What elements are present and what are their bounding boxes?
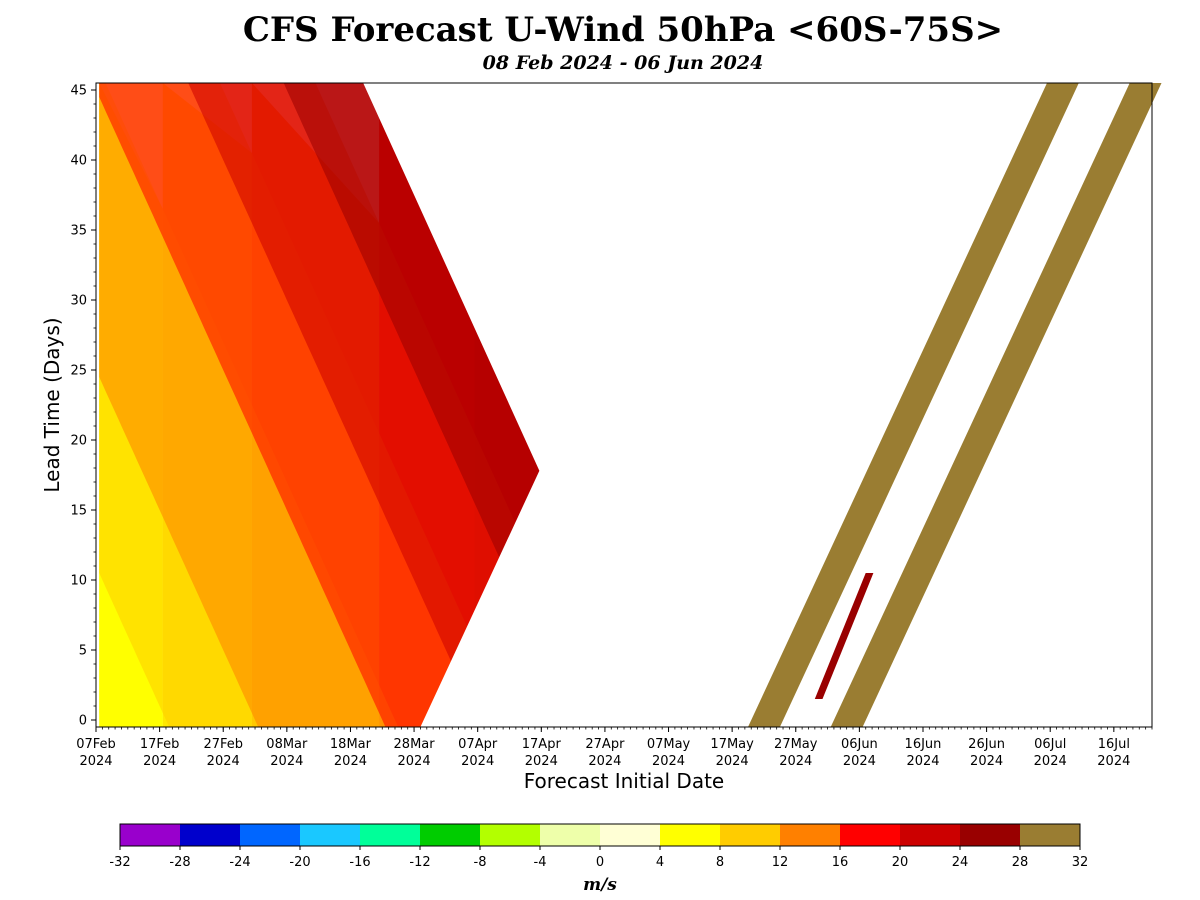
x-tick-label: 18Mar <box>330 737 372 752</box>
colorbar-tick-label: -28 <box>169 855 190 870</box>
colorbar-segment <box>600 824 660 846</box>
x-tick-label: 26Jun <box>968 737 1005 752</box>
colorbar-segment <box>300 824 360 846</box>
x-tick-year: 2024 <box>334 754 367 769</box>
colorbar-tick-label: 12 <box>772 855 789 870</box>
colorbar-tick-label: 8 <box>716 855 724 870</box>
y-tick-label: 45 <box>70 84 87 99</box>
x-tick-year: 2024 <box>779 754 812 769</box>
y-tick-label: 0 <box>79 714 87 729</box>
colorbar-tick-label: 4 <box>656 855 664 870</box>
colorbar: -32 -28 -24 -20 -16 -12 -8 -4 0 4 8 12 16 20 24 28 32 <box>109 823 1089 870</box>
colorbar-segment <box>960 824 1020 846</box>
x-tick-label: 17May <box>710 737 754 752</box>
colorbar-tick-label: -32 <box>109 855 130 870</box>
y-tick-label: 20 <box>70 434 87 449</box>
y-tick-label: 40 <box>70 154 87 169</box>
colorbar-tick-label: -20 <box>289 855 310 870</box>
x-tick-label: 07May <box>647 737 691 752</box>
x-tick-label: 06Jul <box>1034 737 1066 752</box>
colorbar-tick-label: -16 <box>349 855 370 870</box>
chart-title: CFS Forecast U-Wind 50hPa <60S-75S> <box>243 10 1003 50</box>
x-tick-label: 06Jun <box>841 737 878 752</box>
colorbar-tick-label: -24 <box>229 855 250 870</box>
colorbar-segment <box>720 824 780 846</box>
colorbar-segment <box>840 824 900 846</box>
y-tick-label: 5 <box>79 644 87 659</box>
x-tick-year: 2024 <box>1097 754 1130 769</box>
colorbar-tick-label: 32 <box>1072 855 1089 870</box>
x-tick-year: 2024 <box>716 754 749 769</box>
colorbar-tick-label: 0 <box>596 855 604 870</box>
x-tick-label: 16Jul <box>1098 737 1130 752</box>
x-tick-year: 2024 <box>207 754 240 769</box>
x-tick-label: 07Feb <box>76 737 116 752</box>
colorbar-segment <box>420 824 480 846</box>
x-tick-year: 2024 <box>652 754 685 769</box>
colorbar-unit-label: m/s <box>583 875 617 895</box>
colorbar-segment <box>900 824 960 846</box>
diagonal-band-dark <box>814 573 874 699</box>
colorbar-tick-label: 28 <box>1012 855 1029 870</box>
x-tick-label: 27May <box>774 737 818 752</box>
heatmap-missing-area <box>420 83 1152 727</box>
colorbar-segment <box>1020 824 1080 846</box>
colorbar-tick-label: -4 <box>534 855 547 870</box>
y-tick-label: 30 <box>70 294 87 309</box>
x-axis-label: Forecast Initial Date <box>524 769 725 793</box>
x-tick-year: 2024 <box>588 754 621 769</box>
colorbar-tick-label: -12 <box>409 855 430 870</box>
x-tick-label: 17Feb <box>140 737 180 752</box>
y-tick-label: 35 <box>70 224 87 239</box>
x-tick-label: 16Jun <box>905 737 942 752</box>
x-tick-year: 2024 <box>461 754 494 769</box>
colorbar-tick-label: 24 <box>952 855 969 870</box>
y-tick-label: 10 <box>70 574 87 589</box>
colorbar-segment <box>540 824 600 846</box>
y-tick-label: 15 <box>70 504 87 519</box>
colorbar-tick-label: 16 <box>832 855 849 870</box>
x-tick-year: 2024 <box>1034 754 1067 769</box>
x-tick-year: 2024 <box>525 754 558 769</box>
colorbar-segment <box>780 824 840 846</box>
colorbar-segment <box>120 824 180 846</box>
colorbar-segment <box>480 824 540 846</box>
chart-subtitle: 08 Feb 2024 - 06 Jun 2024 <box>483 52 764 74</box>
x-tick-label: 17Apr <box>522 737 562 752</box>
x-tick-year: 2024 <box>843 754 876 769</box>
x-tick-label: 08Mar <box>266 737 308 752</box>
x-tick-year: 2024 <box>970 754 1003 769</box>
y-axis-label: Lead Time (Days) <box>40 317 64 492</box>
x-tick-label: 27Apr <box>585 737 625 752</box>
x-tick-year: 2024 <box>79 754 112 769</box>
diagonal-band <box>830 83 1162 727</box>
colorbar-segment <box>180 824 240 846</box>
colorbar-segment <box>360 824 420 846</box>
y-tick-label: 25 <box>70 364 87 379</box>
colorbar-tick-label: -8 <box>474 855 487 870</box>
x-axis: 07Feb 2024 17Feb 2024 27Feb 2024 08Mar 2024 18Ma… <box>76 727 1153 769</box>
x-tick-label: 07Apr <box>458 737 498 752</box>
x-tick-label: 28Mar <box>394 737 436 752</box>
x-tick-label: 27Feb <box>203 737 243 752</box>
x-tick-year: 2024 <box>398 754 431 769</box>
diagonal-band <box>748 83 1079 727</box>
x-tick-year: 2024 <box>270 754 303 769</box>
y-axis: 0 5 10 15 20 25 30 35 40 45 <box>70 84 96 729</box>
x-tick-year: 2024 <box>143 754 176 769</box>
heatmap-cells <box>99 83 1152 727</box>
colorbar-segment <box>660 824 720 846</box>
diagonal-bands <box>748 83 1162 727</box>
colorbar-segment <box>240 824 300 846</box>
x-tick-year: 2024 <box>906 754 939 769</box>
colorbar-tick-label: 20 <box>892 855 909 870</box>
